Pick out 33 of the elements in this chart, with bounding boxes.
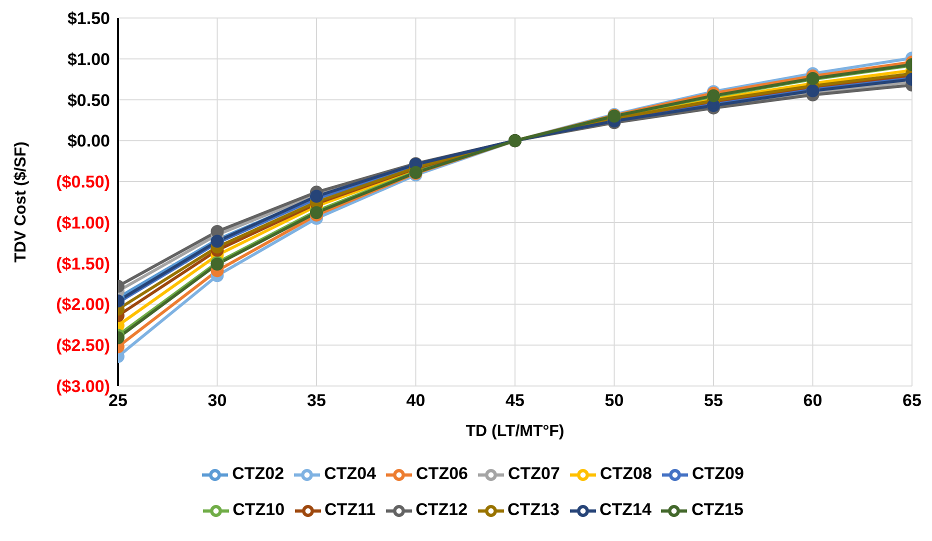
x-tick-label: 60: [803, 391, 822, 410]
y-tick-label: ($2.50): [56, 336, 110, 356]
x-tick-label: 55: [704, 391, 723, 410]
y-tick-label: $1.00: [67, 50, 110, 69]
legend-label: CTZ08: [600, 464, 652, 483]
y-tick-label: ($0.50): [56, 172, 110, 192]
x-tick-label: 25: [108, 391, 128, 410]
y-axis-title: TDV Cost ($/SF): [12, 142, 30, 262]
x-tick-label: 65: [902, 391, 922, 410]
x-tick-label: 40: [406, 391, 426, 410]
legend-label: CTZ14: [600, 500, 652, 519]
x-tick-label: 35: [307, 391, 326, 410]
y-tick-label: ($1.50): [56, 254, 110, 274]
x-tick-label: 30: [208, 391, 227, 410]
x-tick-label: 50: [604, 391, 624, 410]
y-tick-label: ($2.00): [56, 295, 110, 314]
legend-label: CTZ11: [324, 500, 376, 519]
legend-label: CTZ13: [508, 500, 560, 519]
y-tick-label: $0.50: [67, 90, 110, 110]
legend-label: CTZ07: [508, 464, 560, 483]
y-tick-label: ($1.00): [56, 213, 110, 232]
legend-label: CTZ09: [692, 464, 744, 483]
legend-label: CTZ10: [232, 500, 285, 519]
legend-label: CTZ04: [324, 464, 376, 483]
legend-label: CTZ12: [416, 500, 468, 519]
legend-label: CTZ02: [232, 464, 284, 483]
legend-label: CTZ06: [416, 464, 468, 483]
y-tick-label: $1.50: [67, 9, 110, 28]
legend-label: CTZ15: [691, 500, 744, 519]
x-tick-label: 45: [506, 391, 524, 410]
y-tick-label: $0.00: [67, 132, 110, 151]
x-axis-title: TD (LT/MT°F): [466, 423, 564, 440]
y-tick-label: ($3.00): [56, 377, 110, 396]
